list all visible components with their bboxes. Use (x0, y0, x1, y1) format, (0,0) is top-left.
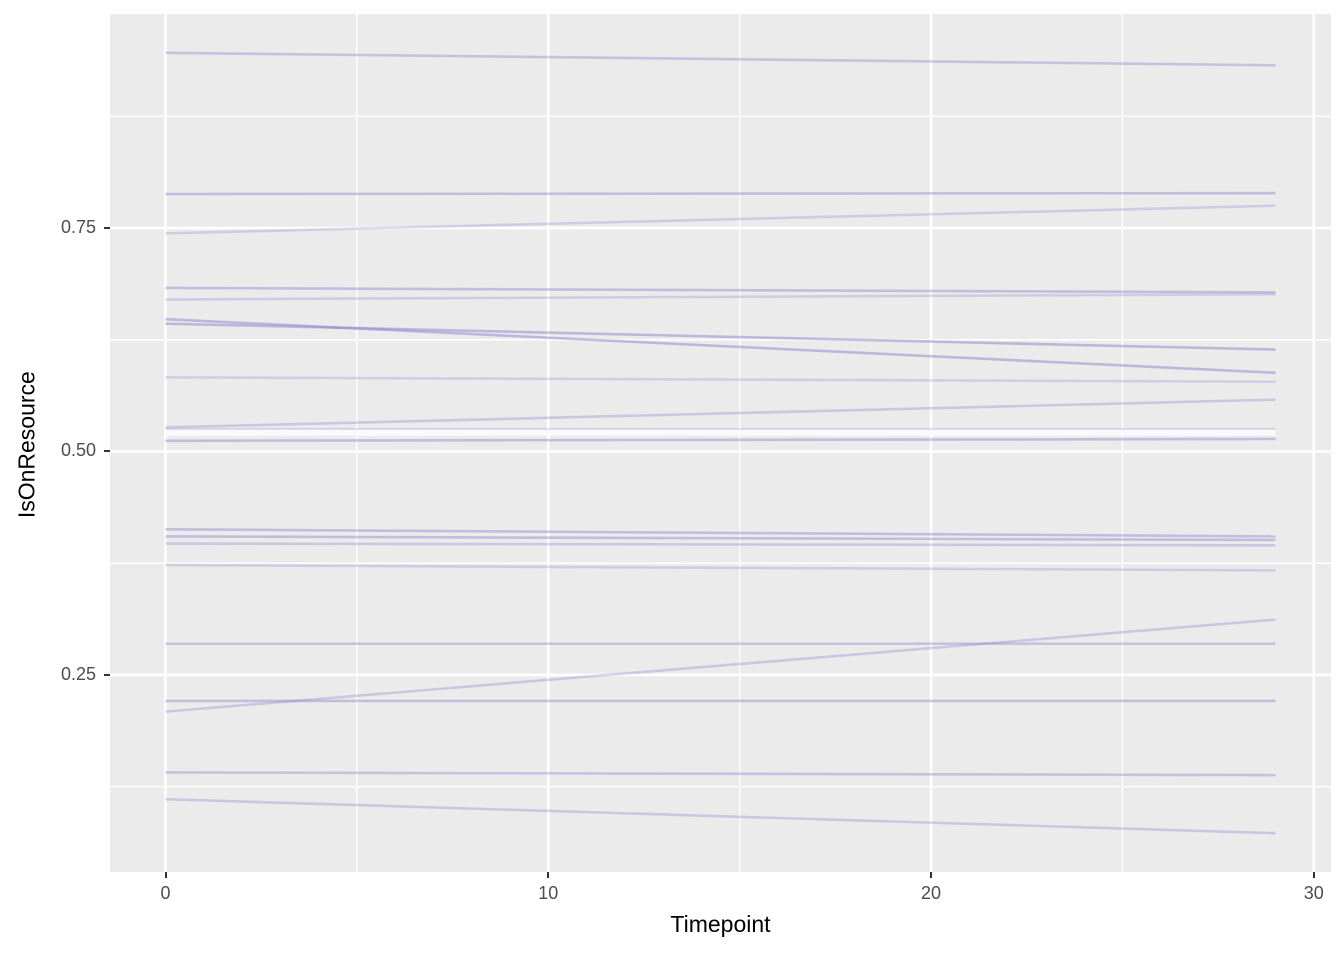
trend-line-subject-19 (165, 618, 1276, 713)
x-tick-mark (164, 872, 167, 878)
y-tick-mark (104, 673, 110, 676)
y-tick-mark (104, 227, 110, 229)
trend-line-subject-14 (165, 535, 1276, 542)
trend-line-subject-09 (165, 398, 1276, 429)
y-tick-label: 0.75 (60, 217, 96, 237)
x-tick-label: 20 (921, 883, 942, 903)
x-tick-label: 30 (1303, 883, 1324, 903)
x-tick-mark (1312, 872, 1315, 878)
trend-line-subject-03 (165, 204, 1276, 235)
x-tick-label: 0 (160, 883, 171, 903)
x-tick-mark (930, 872, 933, 878)
trend-line-subject-21 (165, 797, 1276, 835)
trend-line-subject-15 (165, 542, 1276, 547)
x-tick-mark (547, 872, 550, 878)
trend-line-subject-05 (165, 292, 1276, 301)
plot-panel (110, 14, 1331, 872)
x-axis-title: Timepoint (670, 911, 771, 937)
trend-line-subject-12 (165, 437, 1276, 443)
trend-line-subject-08 (165, 375, 1276, 384)
trend-line-subject-04 (165, 286, 1276, 294)
y-tick-mark (104, 450, 110, 453)
trend-line-subject-13 (165, 527, 1276, 538)
trend-line-subject-07 (165, 317, 1276, 375)
y-tick-label: 0.50 (60, 440, 96, 461)
x-tick-label: 10 (538, 883, 559, 903)
trend-line-subject-02 (165, 191, 1276, 196)
trend-line-subject-01 (165, 51, 1276, 67)
y-tick-label: 0.25 (60, 663, 96, 684)
y-axis-title: IsOnResource (13, 371, 40, 519)
trend-line-subject-16 (165, 563, 1276, 572)
trend-line-subject-20 (165, 771, 1276, 777)
plot-area-svg (110, 14, 1331, 872)
